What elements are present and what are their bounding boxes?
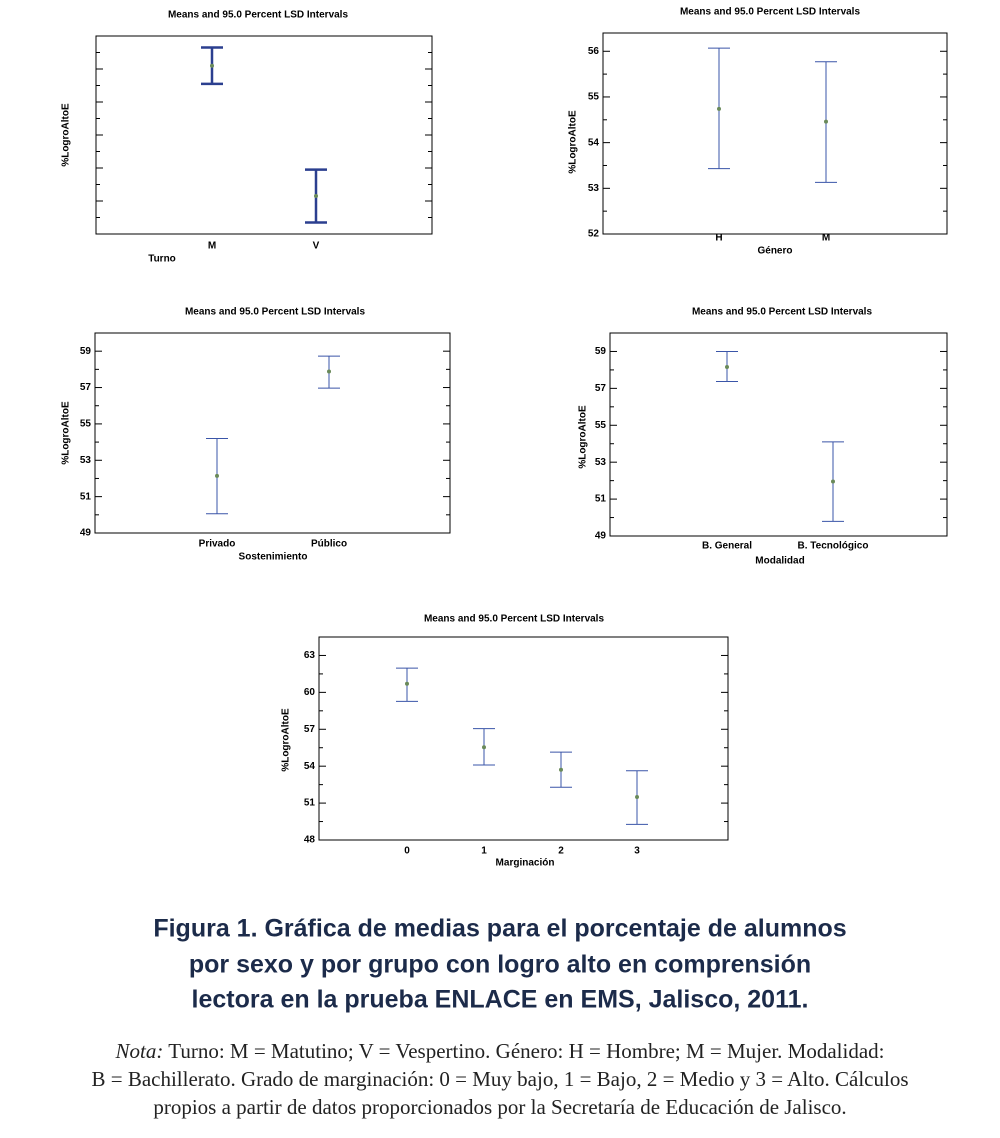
y-tick-label: 51 — [595, 494, 607, 505]
mean-point — [210, 63, 214, 68]
x-tick-label: 0 — [404, 846, 410, 857]
x-axis-title: Modalidad — [755, 556, 804, 567]
y-tick-label: 51 — [304, 798, 316, 809]
y-tick-label: 56 — [588, 46, 600, 57]
chart-title: Means and 95.0 Percent LSD Intervals — [185, 307, 366, 318]
y-tick-label: 53 — [588, 183, 600, 194]
mean-point — [215, 473, 219, 478]
chart-title: Means and 95.0 Percent LSD Intervals — [168, 10, 349, 21]
chart-title: Means and 95.0 Percent LSD Intervals — [692, 307, 873, 318]
y-tick-label: 54 — [304, 761, 316, 772]
x-tick-label: H — [715, 233, 722, 244]
y-tick-label: 60 — [304, 687, 316, 698]
y-tick-label: 53 — [80, 455, 92, 466]
mean-point — [405, 681, 409, 686]
plot-frame — [609, 332, 948, 537]
y-axis-title: %LogroAltoE — [61, 103, 72, 167]
y-tick-label: 57 — [595, 383, 607, 394]
x-axis-title: Sostenimiento — [239, 552, 308, 563]
mean-point — [717, 106, 721, 111]
x-tick-label: Privado — [199, 539, 236, 550]
y-tick-label: 57 — [80, 382, 92, 393]
x-axis-title: Marginación — [496, 858, 555, 869]
y-tick-label: 49 — [80, 528, 92, 539]
x-tick-label: B. General — [702, 541, 752, 552]
plot-frame — [602, 32, 948, 235]
y-tick-label: 55 — [80, 419, 92, 430]
mean-point — [725, 364, 729, 369]
y-axis-title: %LogroAltoE — [578, 405, 589, 469]
y-tick-label: 55 — [588, 92, 600, 103]
y-tick-label: 48 — [304, 835, 316, 846]
y-axis-title: %LogroAltoE — [61, 401, 72, 465]
y-axis-title: %LogroAltoE — [281, 708, 292, 772]
mean-point — [314, 194, 318, 199]
note-label: Nota: — [115, 1039, 164, 1063]
y-tick-label: 59 — [595, 346, 607, 357]
y-tick-label: 51 — [80, 491, 92, 502]
x-tick-label: 1 — [481, 846, 487, 857]
caption-line: lectora en la prueba ENLACE en EMS, Jali… — [192, 986, 809, 1014]
y-tick-label: 53 — [595, 457, 607, 468]
y-axis-title: %LogroAltoE — [568, 110, 579, 174]
mean-point — [635, 795, 639, 800]
y-tick-label: 54 — [588, 137, 600, 148]
note-line: Nota: Turno: M = Matutino; V = Vespertin… — [115, 1039, 885, 1063]
mean-point — [824, 119, 828, 124]
x-tick-label: 2 — [558, 846, 564, 857]
y-tick-label: 63 — [304, 650, 316, 661]
x-tick-label: V — [313, 241, 320, 252]
chart-title: Means and 95.0 Percent LSD Intervals — [680, 7, 861, 18]
y-tick-label: 55 — [595, 420, 607, 431]
note-text: Turno: M = Matutino; V = Vespertino. Gén… — [168, 1039, 884, 1063]
y-tick-label: 57 — [304, 724, 316, 735]
mean-point — [559, 767, 563, 772]
x-tick-label: 3 — [634, 846, 640, 857]
x-tick-label: B. Tecnológico — [798, 541, 869, 552]
caption-line: Figura 1. Gráfica de medias para el porc… — [153, 915, 846, 943]
caption-line: por sexo y por grupo con logro alto en c… — [189, 951, 811, 979]
y-tick-label: 59 — [80, 346, 92, 357]
chart-title: Means and 95.0 Percent LSD Intervals — [424, 614, 605, 625]
mean-point — [831, 479, 835, 484]
note-line: propios a partir de datos proporcionados… — [153, 1095, 846, 1119]
plot-frame — [318, 636, 729, 841]
note-line: B = Bachillerato. Grado de marginación: … — [91, 1067, 908, 1091]
y-tick-label: 52 — [588, 229, 600, 240]
mean-point — [327, 369, 331, 374]
y-tick-label: 49 — [595, 531, 607, 542]
x-tick-label: M — [822, 233, 830, 244]
x-axis-title: Turno — [148, 254, 176, 265]
x-tick-label: M — [208, 241, 216, 252]
plot-frame — [95, 35, 433, 235]
x-axis-title: Género — [757, 246, 792, 257]
x-tick-label: Público — [311, 539, 347, 550]
mean-point — [482, 745, 486, 750]
plot-frame — [94, 332, 451, 534]
